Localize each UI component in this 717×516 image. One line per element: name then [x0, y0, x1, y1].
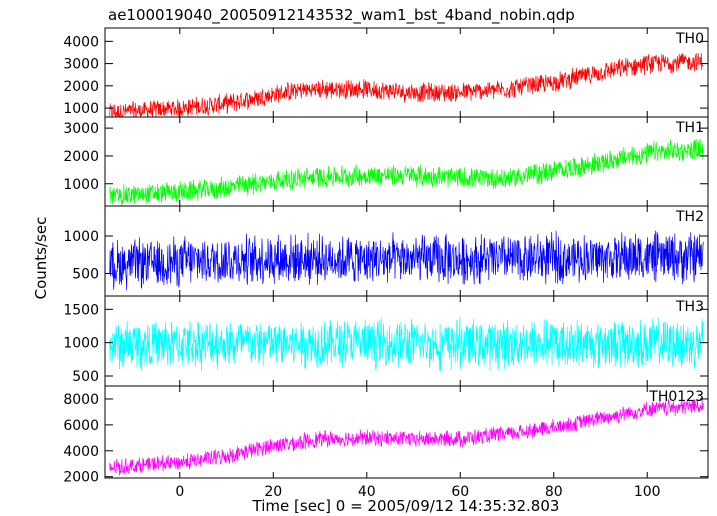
chart-title: ae100019040_20050912143532_wam1_bst_4ban…	[108, 6, 575, 25]
y-tick-label: 2000	[63, 79, 99, 95]
y-tick-label: 1000	[63, 336, 99, 352]
series-line-th1	[109, 139, 704, 206]
series-line-th0	[109, 52, 704, 117]
y-tick-label: 1000	[63, 229, 99, 245]
y-tick-label: 3000	[63, 121, 99, 137]
panel-th2: 500 1000 TH2	[63, 205, 709, 297]
y-tick-label: 1000	[63, 177, 99, 193]
series-line-th2	[109, 230, 704, 291]
panel-label: TH0	[675, 31, 704, 47]
y-tick-label: 500	[72, 369, 99, 385]
x-tick-label: 20	[264, 484, 282, 500]
panel-label: TH0123	[648, 389, 704, 405]
panel-th3: 500 1000 1500 TH3	[63, 295, 709, 387]
x-tick-label: 100	[634, 484, 661, 500]
panel-label: TH3	[675, 299, 704, 315]
y-tick-label: 8000	[63, 392, 99, 408]
x-axis-label: Time [sec] 0 = 2005/09/12 14:35:32.803	[252, 497, 560, 515]
x-tick-label: 40	[358, 484, 376, 500]
x-tick-label: 0	[175, 484, 184, 500]
panel-label: TH2	[675, 209, 704, 225]
y-tick-label: 2000	[63, 149, 99, 165]
y-tick-label: 1000	[63, 101, 99, 117]
x-tick-label: 60	[451, 484, 469, 500]
panel-frame	[104, 385, 709, 479]
y-tick-label: 500	[72, 267, 99, 283]
y-tick-label: 1500	[63, 302, 99, 318]
panels: 1000 2000 3000 4000 TH0 1000 2000 3000 TH1 500 100…	[63, 27, 709, 486]
panel-th0: 1000 2000 3000 4000 TH0	[63, 27, 709, 118]
x-tick-label: 80	[545, 484, 563, 500]
y-tick-label: 4000	[63, 34, 99, 50]
panel-label: TH1	[675, 120, 704, 136]
panel-th1: 1000 2000 3000 TH1	[63, 116, 709, 207]
y-axis-label: Counts/sec	[32, 217, 50, 300]
series-line-th3	[109, 316, 704, 372]
panel-th0123: 2000 4000 6000 8000 TH0123	[63, 385, 709, 486]
y-tick-label: 6000	[63, 418, 99, 434]
y-tick-label: 2000	[63, 470, 99, 486]
x-axis: 0 20 40 60 80 100	[175, 484, 660, 500]
y-tick-label: 3000	[63, 57, 99, 73]
y-tick-label: 4000	[63, 444, 99, 460]
series-line-th0123	[109, 398, 704, 476]
